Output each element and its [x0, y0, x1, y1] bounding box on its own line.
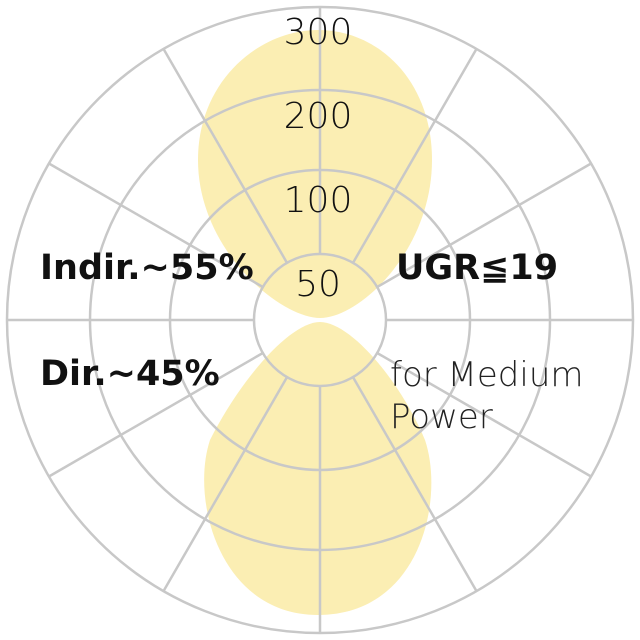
radial-spoke [162, 376, 289, 592]
ring-label-200: 200 [283, 96, 353, 137]
ring-300 [5, 5, 635, 635]
ring-100 [168, 168, 472, 472]
note-line1: for Medium [390, 355, 584, 395]
radial-spoke [162, 48, 289, 264]
ugr-label: UGR≦19 [396, 248, 559, 288]
radial-spoke [376, 351, 592, 478]
note-line2: Power [390, 397, 493, 437]
indirect-share-label: Indir.~55% [40, 248, 254, 288]
ring-50 [252, 252, 388, 388]
radial-spoke [351, 48, 478, 264]
ring-label-300: 300 [283, 12, 353, 53]
indirect-lobe [198, 30, 432, 318]
direct-share-label: Dir.~45% [40, 354, 220, 394]
radial-spoke [376, 162, 592, 289]
radial-spoke [48, 162, 264, 289]
radial-spoke [48, 351, 264, 478]
ring-label-50: 50 [295, 264, 341, 305]
ring-label-100: 100 [283, 180, 353, 221]
ring-200 [88, 88, 552, 552]
radial-spoke [351, 376, 478, 592]
